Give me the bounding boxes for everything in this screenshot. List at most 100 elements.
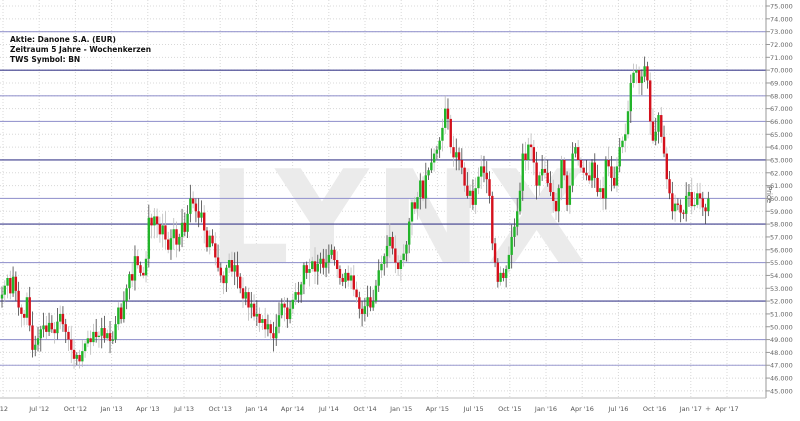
candle-body: [701, 198, 705, 208]
candle: [441, 118, 444, 152]
candle: [601, 176, 605, 211]
candle: [385, 235, 389, 268]
candle-body: [313, 261, 317, 272]
candle-body: [673, 203, 677, 212]
candle: [399, 255, 403, 281]
candle: [532, 139, 536, 176]
candle-body: [222, 275, 225, 284]
candle-body: [261, 319, 264, 323]
candle: [183, 212, 187, 237]
candle: [682, 209, 685, 219]
candle: [64, 318, 67, 344]
candle-body: [640, 76, 644, 83]
candle: [635, 64, 638, 84]
candle: [546, 159, 549, 187]
x-tick-label: Apr '15: [426, 405, 449, 413]
candle-body: [632, 72, 635, 83]
candle: [272, 321, 275, 352]
candle: [344, 268, 347, 289]
candle: [455, 138, 458, 171]
candle: [371, 289, 375, 311]
candle: [402, 244, 405, 267]
y-tick-label: 69.000: [770, 79, 793, 87]
candle: [585, 160, 588, 181]
candle-body: [244, 292, 247, 299]
candle-body: [596, 177, 599, 193]
candle: [380, 255, 383, 278]
candle: [164, 211, 167, 250]
candle-body: [130, 274, 134, 281]
candle: [161, 213, 164, 248]
candle-body: [114, 324, 117, 340]
candle: [31, 311, 34, 358]
candle-body: [455, 152, 458, 158]
candle: [560, 155, 563, 201]
candle: [482, 155, 486, 183]
candle: [22, 309, 26, 326]
candle: [679, 199, 682, 223]
candle-body: [25, 297, 29, 318]
candle-body: [571, 153, 574, 186]
y-tick-label: 68.000: [770, 92, 793, 100]
candle: [513, 218, 516, 247]
candle: [81, 340, 84, 368]
candle: [155, 208, 159, 238]
candle-body: [416, 197, 419, 209]
candle: [67, 326, 70, 351]
y-tick-label: 58.000: [770, 221, 793, 229]
candle: [255, 300, 259, 327]
candle: [485, 161, 488, 194]
candle: [665, 147, 668, 189]
candle-body: [552, 192, 555, 202]
candle: [20, 304, 23, 328]
candle-body: [100, 328, 103, 336]
candle: [338, 265, 342, 285]
candle: [524, 141, 527, 171]
x-tick-label: Jul '14: [318, 405, 339, 413]
candle: [97, 331, 101, 348]
candle: [383, 253, 386, 276]
candle-body: [108, 333, 112, 341]
x-tick-label: Oct '15: [498, 405, 521, 413]
candle-body: [485, 172, 488, 180]
candle: [488, 171, 491, 204]
candle: [579, 157, 583, 173]
plus-icon[interactable]: +: [705, 405, 711, 413]
candle: [103, 315, 106, 343]
candle: [707, 191, 710, 217]
candle: [521, 143, 524, 201]
candle-body: [139, 265, 142, 273]
candle-body: [128, 274, 131, 289]
candle: [86, 330, 90, 348]
candle-body: [277, 315, 281, 327]
candle: [106, 329, 109, 342]
candle: [100, 317, 103, 349]
candle: [438, 137, 441, 158]
candle-body: [194, 203, 198, 212]
candle: [352, 265, 355, 297]
candle-body: [527, 144, 530, 160]
candle: [311, 256, 314, 272]
candle-body: [665, 153, 668, 180]
candle: [211, 229, 214, 247]
candle-body: [258, 313, 261, 323]
candle: [610, 155, 613, 192]
candle-body: [698, 193, 702, 199]
candle-body: [275, 326, 278, 339]
candle: [158, 216, 162, 243]
candle-body: [504, 269, 508, 278]
candle-body: [576, 147, 580, 160]
y-tick-label: 66.000: [770, 118, 793, 126]
candle-body: [441, 127, 444, 141]
candle-body: [349, 275, 353, 281]
candle-body: [615, 166, 619, 186]
candle: [347, 265, 350, 287]
candles: [0, 56, 710, 369]
candle: [480, 155, 483, 189]
candle-body: [385, 245, 389, 257]
candle: [430, 148, 433, 173]
candle: [427, 167, 430, 181]
candle-body: [180, 222, 184, 237]
candle: [696, 182, 699, 209]
candle-body: [75, 354, 78, 359]
